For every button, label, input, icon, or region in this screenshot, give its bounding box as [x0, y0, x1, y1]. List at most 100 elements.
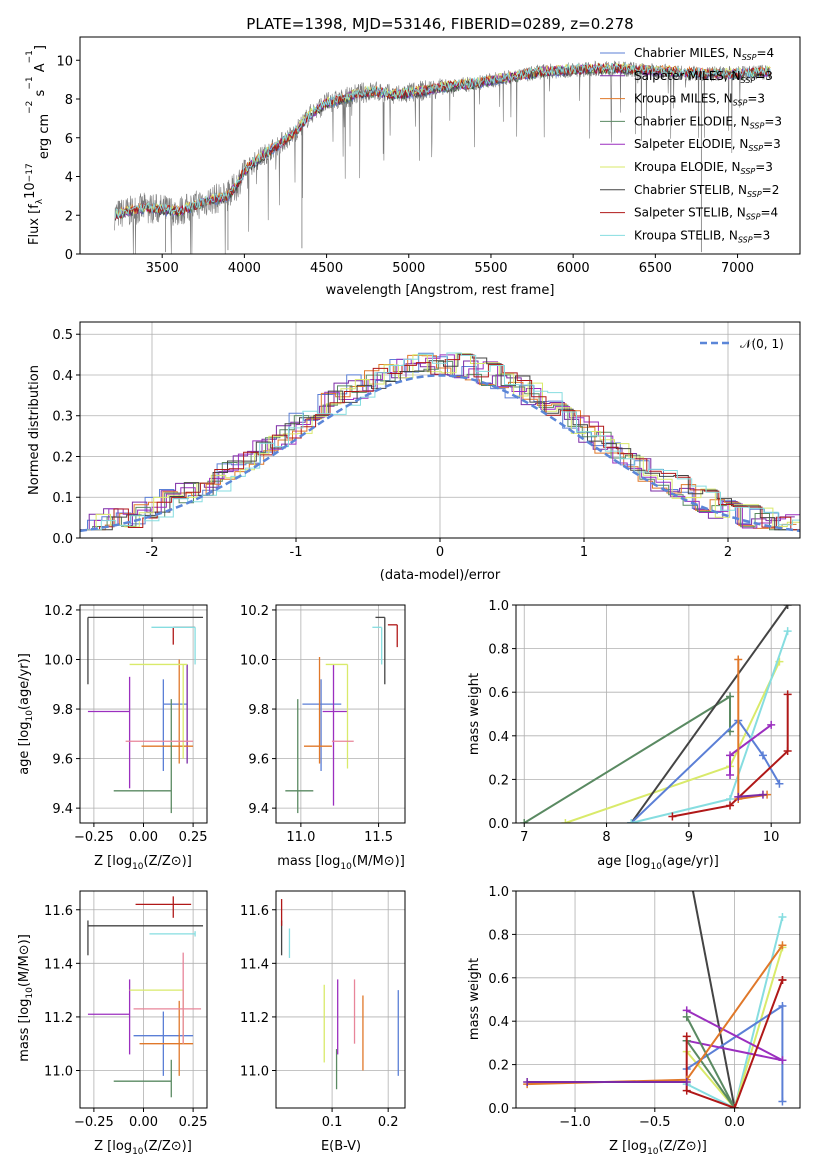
y-tick-label: 0: [65, 248, 73, 263]
y-tick-label: 0.8: [488, 928, 509, 943]
residuals-panel-plot: [80, 322, 800, 538]
spectrum-xlabel: wavelength [Angstrom, rest frame]: [326, 283, 555, 298]
weight-marker: [775, 779, 784, 788]
weight-marker: [726, 801, 735, 810]
age-Z-xlabel: Z [log10(Z/Z⊙)]: [94, 854, 192, 872]
y-tick-label: 0.4: [488, 730, 509, 745]
mass-vs-Z-panel: −0.25 0.00 0.25 11.0 11.2 11.4 11.6 Z [log10(Z/…: [17, 890, 208, 1157]
weight-marker: [627, 819, 636, 823]
mass-weight-vs-age-panel-plot: [516, 605, 800, 823]
y-tick-label: 0.4: [52, 369, 73, 384]
x-tick-label: 6500: [639, 261, 672, 276]
weight-Z-xlabel: Z [log10(Z/Z⊙)]: [609, 1139, 707, 1157]
x-tick-label: 0.0: [724, 1115, 745, 1130]
x-tick-label: 7000: [721, 261, 754, 276]
weight-marker: [783, 747, 792, 756]
weight-marker: [778, 1097, 787, 1106]
weight-line: [685, 1016, 736, 1108]
weight-marker: [778, 1056, 787, 1065]
spectrum-panel-frame: [79, 36, 801, 255]
mass-vs-Z-panel-plot: [80, 891, 207, 1108]
weight-marker: [767, 720, 776, 729]
weight-marker: [734, 792, 743, 801]
weight-marker: [783, 605, 792, 609]
age-vs-Z-panel-plot: [80, 605, 207, 823]
mass-weight-vs-age-panel-frame: [515, 604, 801, 824]
x-tick-label: 1: [580, 545, 588, 560]
weight-marker: [758, 790, 767, 799]
weight-marker: [778, 913, 787, 922]
y-tick-label: 2: [65, 209, 73, 224]
model-spectrum: [114, 62, 771, 220]
weight-Z-ylabel: mass weight: [467, 958, 482, 1040]
legend-label: Salpeter STELIB, NSSP=4: [634, 206, 778, 222]
legend-label: Kroupa ELODIE, NSSP=3: [634, 160, 773, 176]
y-tick-label: 0.2: [488, 1059, 509, 1074]
mass-weight-vs-Z-panel-frame: [515, 890, 801, 1109]
x-tick-label: 0.1: [322, 1115, 343, 1130]
y-tick-label: 0.2: [52, 450, 73, 465]
x-tick-label: 0.25: [179, 830, 208, 845]
legend-label: Kroupa MILES, NSSP=3: [634, 92, 765, 108]
age-Z-ylabel: age [log10(age/yr)]: [17, 653, 35, 775]
y-tick-label: 0.6: [488, 686, 509, 701]
weight-marker: [682, 1077, 691, 1086]
x-tick-label: 9: [685, 830, 693, 845]
y-tick-label: 9.8: [248, 703, 269, 718]
x-tick-label: 0.25: [179, 1115, 208, 1130]
spectrum-title: PLATE=1398, MJD=53146, FIBERID=0289, z=0…: [246, 15, 633, 33]
y-tick-label: 11.4: [240, 957, 269, 972]
y-tick-label: 11.2: [240, 1011, 269, 1026]
spectrum-ylabel: Flux [fλ10−17 erg cm−2 s−1 A−1]: [23, 45, 52, 245]
x-tick-label: 11.0: [286, 830, 315, 845]
mass-vs-EBV-panel-frame: [275, 890, 406, 1109]
y-tick-label: 0.2: [488, 773, 509, 788]
y-tick-label: 11.0: [44, 1064, 73, 1079]
mass-Z-xlabel: Z [log10(Z/Z⊙)]: [94, 1139, 192, 1157]
weight-marker: [520, 819, 529, 823]
y-tick-label: 6: [65, 132, 73, 147]
y-tick-label: 11.6: [44, 904, 73, 919]
mass-weight-vs-Z-panel-plot: [516, 891, 800, 1108]
weight-marker: [726, 751, 735, 760]
residual-histogram: [86, 352, 800, 531]
residuals-xlabel: (data-model)/error: [380, 568, 501, 583]
x-tick-label: 7: [520, 830, 528, 845]
weight-line: [685, 947, 784, 1108]
x-tick-label: -2: [146, 545, 159, 560]
age-vs-Z-panel: −0.25 0.00 0.25 9.4 9.6 9.8 10.0 10.2 Z [log10(Z…: [17, 604, 208, 872]
spectrum-panel: 3500 4000 4500 5000 5500 6000 6500 7000 0 2 4 6 8 10 w…: [23, 36, 801, 298]
residuals-ylabel: Normed distribution: [27, 365, 42, 495]
x-tick-label: 8: [602, 830, 610, 845]
mass-vs-EBV-panel: 0.1 0.2 11.0 11.2 11.4 11.6 E(B-V): [240, 890, 406, 1154]
weight-marker: [778, 1002, 787, 1011]
x-tick-label: −0.25: [74, 830, 114, 845]
residuals-panel: -2 -1 0 1 2 0.0 0.1 0.2 0.3 0.4 0.5 (data-model)/er…: [27, 321, 801, 583]
spectrum-legend: Chabrier MILES, NSSP=4 Salpeter MILES, NS…: [600, 46, 782, 244]
legend-label: Salpeter MILES, NSSP=3: [634, 69, 773, 85]
y-tick-label: 11.6: [240, 904, 269, 919]
x-tick-label: 0: [436, 545, 444, 560]
y-tick-label: 1.0: [488, 599, 509, 614]
y-tick-label: 11.4: [44, 957, 73, 972]
x-tick-label: 5000: [392, 261, 425, 276]
legend-label: Chabrier STELIB, NSSP=2: [634, 183, 779, 199]
mass-vs-EBV-panel-plot: [276, 891, 405, 1108]
gaussian-curve: [80, 374, 800, 533]
y-tick-label: 9.4: [52, 802, 73, 817]
y-tick-label: 9.6: [52, 753, 73, 768]
y-tick-label: 10.0: [44, 654, 73, 669]
weight-age-xlabel: age [log10(age/yr)]: [597, 854, 719, 872]
y-tick-label: 0.3: [52, 410, 73, 425]
x-tick-label: 4000: [228, 261, 261, 276]
x-tick-label: 6000: [557, 261, 590, 276]
y-tick-label: 0.5: [52, 328, 73, 343]
legend-label: 𝒩(0, 1): [740, 337, 784, 351]
legend-label: Kroupa STELIB, NSSP=3: [634, 228, 770, 244]
residual-histogram: [83, 353, 800, 531]
x-tick-label: -1: [290, 545, 303, 560]
weight-line: [672, 694, 789, 818]
weight-marker: [734, 655, 743, 664]
y-tick-label: 0.8: [488, 643, 509, 658]
